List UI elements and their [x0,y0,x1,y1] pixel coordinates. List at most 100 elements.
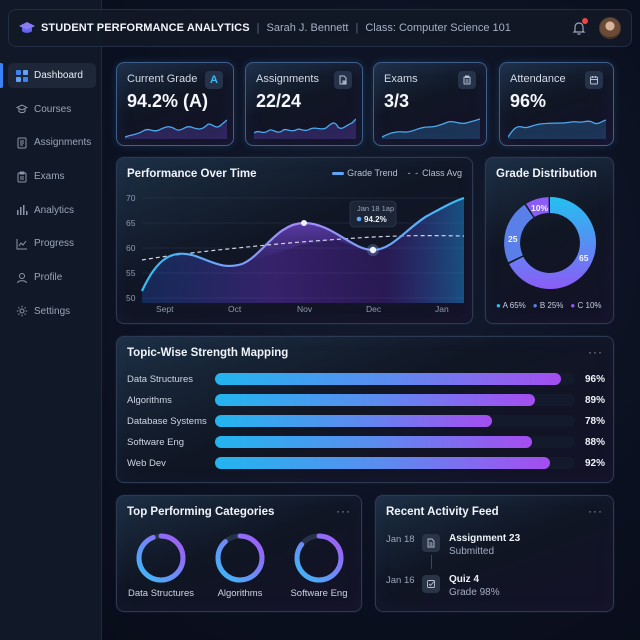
kpi-value: 94.2% (A) [127,91,209,111]
sidebar-nav: Dashboard Courses Assignments Exams Anal… [8,63,96,333]
class-label: Class: Computer Science 101 [365,22,511,34]
category-item[interactable]: Data Structures [121,532,201,599]
sidebar-item-assignments[interactable]: Assignments [8,130,96,155]
progress-track [215,415,575,427]
graduation-cap-icon [16,104,28,114]
sidebar-item-progress[interactable]: Progress [8,231,96,256]
category-label: Software Eng [290,588,348,599]
performance-chart-card: Performance Over Time Grade Trend - - Cla… [116,157,473,324]
topic-name: Algorithms [127,394,172,406]
activity-status: Submitted [449,546,495,557]
progress-fill [215,373,561,385]
divider: | [256,22,260,34]
document-icon [17,137,27,149]
sidebar-item-label: Assignments [34,137,92,149]
card-title: Topic-Wise Strength Mapping [127,347,289,359]
svg-text:50: 50 [126,293,136,303]
chart-tooltip: Jan 18 1ap 94.2% [349,200,397,228]
card-title: Top Performing Categories [127,506,275,518]
notifications-button[interactable] [571,18,588,36]
timeline-connector [431,555,432,569]
student-name: Sarah J. Bennett [266,22,349,34]
activity-title[interactable]: Assignment 23 [449,533,521,544]
activity-date: Jan 18 [386,534,415,545]
activity-status: Grade 98% [449,587,500,598]
line-chart-icon [16,238,27,250]
topic-percent: 89% [584,394,605,406]
sidebar-item-label: Progress [34,238,75,250]
progress-fill [215,394,536,406]
sidebar-item-label: Analytics [34,204,75,216]
sidebar-item-settings[interactable]: Settings [8,299,96,324]
legend-c: ● C 10% [570,301,602,310]
kpi-value: 96% [510,91,547,111]
clipboard-icon [17,171,27,183]
legend-b: ● B 25% [532,301,564,310]
kpi-label: Assignments [256,73,319,85]
category-item[interactable]: Algorithms [200,532,280,599]
topic-row: Algorithms 89% [127,393,605,407]
sidebar-item-courses[interactable]: Courses [8,97,96,122]
sidebar-item-label: Dashboard [34,70,83,81]
checkbox-icon [422,575,440,593]
activity-title[interactable]: Quiz 4 [449,574,480,585]
card-title: Recent Activity Feed [386,506,499,518]
legend-class-avg: - - Class Avg [407,168,462,178]
svg-text:Jan 18 1ap: Jan 18 1ap [357,204,394,213]
legend-grade-trend: Grade Trend [332,168,398,178]
progress-track [215,373,575,385]
sidebar-item-analytics[interactable]: Analytics [8,198,96,223]
category-label: Algorithms [217,588,263,599]
topic-name: Database Systems [127,415,207,427]
sidebar-item-label: Settings [34,305,71,317]
card-title: Grade Distribution [496,168,597,180]
sidebar-item-profile[interactable]: Profile [8,265,96,290]
legend-a: ● A 65% [496,301,526,310]
more-options-button[interactable]: ··· [588,345,603,359]
top-categories-card: Top Performing Categories ··· Data Struc… [116,495,362,612]
svg-text:Oct: Oct [228,304,242,314]
kpi-card-exams[interactable]: Exams 3/3 [373,62,487,146]
calendar-icon [585,71,603,89]
sparkline [125,119,227,139]
kpi-card-attendance[interactable]: Attendance 96% [499,62,614,146]
activity-feed-card: Recent Activity Feed ··· Jan 18 Assignme… [375,495,614,612]
sparkline [254,118,356,139]
svg-text:10%: 10% [531,203,548,213]
bar-chart-icon [17,205,28,216]
topic-strength-card: Topic-Wise Strength Mapping ··· Data Str… [116,336,614,483]
topic-row: Database Systems 78% [127,414,605,428]
svg-text:Nov: Nov [297,304,313,314]
user-avatar[interactable] [599,17,621,39]
kpi-value: 22/24 [256,91,302,111]
sidebar-item-dashboard[interactable]: Dashboard [8,63,96,88]
kpi-value: 3/3 [384,91,410,111]
topic-percent: 96% [584,373,605,385]
kpi-card-current-grade[interactable]: Current Grade A 94.2% (A) [116,62,234,146]
user-icon [17,272,27,283]
donut-legend: ● A 65% ● B 25% ● C 10% [496,301,602,310]
topic-name: Data Structures [127,373,193,385]
divider: | [355,22,359,34]
chart-legend: Grade Trend - - Class Avg [332,168,462,178]
progress-fill [215,415,493,427]
active-nav-indicator [0,63,3,88]
progress-ring [215,533,265,583]
kpi-card-assignments[interactable]: Assignments 22/24 [245,62,363,146]
topic-percent: 78% [584,415,605,427]
sidebar-item-exams[interactable]: Exams [8,164,96,189]
more-options-button[interactable]: ··· [336,504,351,518]
category-item[interactable]: Software Eng [279,532,359,599]
svg-text:70: 70 [126,193,136,203]
topic-name: Software Eng [127,436,185,448]
topic-percent: 92% [584,457,605,469]
document-icon [422,534,440,552]
more-options-button[interactable]: ··· [588,504,603,518]
donut-chart: 10% 25 65 [504,197,597,289]
progress-track [215,436,575,448]
svg-text:Dec: Dec [366,304,382,314]
svg-text:25: 25 [508,234,518,244]
sidebar-item-label: Courses [34,103,72,115]
svg-text:94.2%: 94.2% [364,215,387,224]
svg-text:65: 65 [126,218,136,228]
